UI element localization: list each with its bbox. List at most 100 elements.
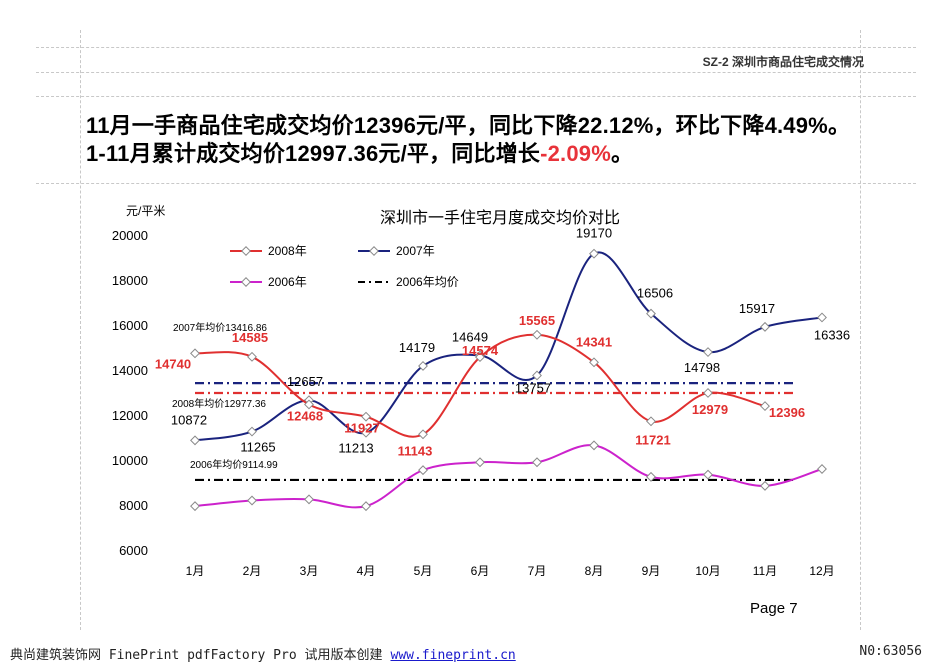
x-tick-label: 3月 xyxy=(300,564,319,578)
data-label-2007: 14798 xyxy=(684,360,720,375)
data-labels: 14740 14585 12468 11927 11143 14574 15565 14341… xyxy=(155,226,850,459)
data-point xyxy=(817,312,827,323)
data-point xyxy=(703,347,713,357)
data-point xyxy=(418,429,428,440)
data-point xyxy=(646,471,656,482)
right-margin-line xyxy=(860,30,861,630)
data-label-2007: 15917 xyxy=(739,301,775,316)
x-tick-label: 9月 xyxy=(642,564,661,578)
data-point xyxy=(361,411,371,422)
x-tick-label: 12月 xyxy=(809,564,834,578)
x-tick-label: 1月 xyxy=(186,564,205,578)
y-tick-label: 10000 xyxy=(112,453,148,468)
data-point xyxy=(532,329,542,340)
reference-line-label: 2007年均价13416.86 xyxy=(173,321,267,334)
headline-growth-rate: -2.09% xyxy=(540,141,611,166)
footer-text: 典尚建筑装饰网 FinePrint pdfFactory Pro 试用版本创建 w… xyxy=(10,644,516,663)
data-label-2007: 10872 xyxy=(171,412,207,427)
data-point xyxy=(304,494,314,505)
data-point xyxy=(475,457,485,468)
data-label-2007: 16506 xyxy=(637,286,673,301)
x-tick-label: 5月 xyxy=(414,564,433,578)
x-tick-label: 2月 xyxy=(243,564,262,578)
data-point xyxy=(646,308,656,319)
data-point xyxy=(646,416,656,427)
x-tick-label: 7月 xyxy=(528,564,547,578)
data-label-2008: 11143 xyxy=(398,443,433,458)
data-point xyxy=(190,348,200,359)
data-point xyxy=(703,469,713,480)
data-point xyxy=(190,501,200,512)
data-point xyxy=(418,361,428,371)
legend-marker xyxy=(241,277,251,287)
data-point xyxy=(532,457,542,468)
data-label-2008: 12396 xyxy=(769,405,805,420)
headline-line-2-text: 1-11月累计成交均价12997.36元/平，同比增长 xyxy=(86,141,541,166)
data-label-2008: 14574 xyxy=(462,343,499,358)
headline-line-1: 11月一手商品住宅成交均价12396元/平，同比下降22.12%，环比下降4.4… xyxy=(86,113,851,138)
data-label-2008: 14341 xyxy=(576,334,612,349)
data-point xyxy=(190,435,200,446)
y-tick-label: 20000 xyxy=(112,228,148,243)
legend-marker xyxy=(369,246,379,256)
page-number: Page 7 xyxy=(750,600,798,617)
top-rule-1 xyxy=(36,47,916,48)
data-label-2008: 12979 xyxy=(692,402,728,417)
footer-creator-text: 典尚建筑装饰网 FinePrint pdfFactory Pro 试用版本创建 xyxy=(10,648,383,663)
legend-label: 2006年均价 xyxy=(396,275,459,289)
data-label-2008: 11927 xyxy=(344,421,379,436)
y-tick-label: 14000 xyxy=(112,363,148,378)
data-label-2007: 13757 xyxy=(515,380,551,395)
legend-label: 2006年 xyxy=(268,275,307,289)
headline-rule xyxy=(36,183,916,184)
x-tick-label: 4月 xyxy=(357,564,376,578)
data-label-2008: 15565 xyxy=(519,313,555,328)
x-tick-label: 8月 xyxy=(585,564,604,578)
reference-lines: 2006年均价9114.99 2007年均价13416.86 2008年均价1297… xyxy=(172,321,797,482)
x-tick-label: 6月 xyxy=(471,564,490,578)
data-label-2008: 14740 xyxy=(155,356,191,371)
data-label-2007: 12657 xyxy=(287,374,323,389)
footer-id: N0:63056 xyxy=(859,644,922,659)
data-point xyxy=(760,321,770,332)
data-point xyxy=(418,465,428,476)
data-point xyxy=(589,248,599,259)
data-point xyxy=(760,401,770,412)
data-point xyxy=(247,426,257,437)
top-rule-3 xyxy=(36,96,916,97)
data-point xyxy=(361,427,371,438)
data-point xyxy=(304,399,314,410)
y-tick-label: 12000 xyxy=(112,408,148,423)
headline-line-2: 1-11月累计成交均价12997.36元/平，同比增长-2.09%。 xyxy=(86,136,633,168)
chart-axes: 深圳市一手住宅月度成交均价对比 元/平米 6000 8000 10000 12000 140… xyxy=(112,204,835,578)
left-margin-line xyxy=(80,30,81,630)
reference-line-label: 2006年均价9114.99 xyxy=(190,458,278,471)
headline-line-2-end: 。 xyxy=(611,141,634,166)
data-label-2007: 11213 xyxy=(338,441,373,456)
footer-link[interactable]: www.fineprint.cn xyxy=(390,648,516,663)
section-label: SZ-2 深圳市商品住宅成交情况 xyxy=(702,55,864,69)
chart-legend: 2008年 2007年 2006年 2006年均价 xyxy=(230,244,459,289)
data-point xyxy=(589,357,599,368)
data-label-2008: 11721 xyxy=(635,432,670,447)
data-label-2007: 16336 xyxy=(814,327,850,342)
y-tick-label: 18000 xyxy=(112,273,148,288)
series-line xyxy=(194,444,823,509)
data-point xyxy=(532,370,542,381)
data-label-2007: 14179 xyxy=(399,340,435,355)
data-point xyxy=(589,440,599,451)
x-tick-label: 11月 xyxy=(753,564,777,578)
data-point xyxy=(247,351,257,362)
legend-label: 2007年 xyxy=(396,244,435,258)
data-point xyxy=(760,480,770,491)
data-label-2007: 14649 xyxy=(452,329,488,344)
data-label-2007: 19170 xyxy=(576,226,612,241)
data-label-2007: 11265 xyxy=(240,440,275,455)
legend-label: 2008年 xyxy=(268,244,307,258)
x-tick-label: 10月 xyxy=(695,564,720,578)
y-tick-label: 8000 xyxy=(119,498,148,513)
data-label-2008: 14585 xyxy=(232,330,268,345)
price-line-chart: 深圳市一手住宅月度成交均价对比 元/平米 6000 8000 10000 12000 140… xyxy=(112,204,850,578)
reference-line-label: 2008年均价12977.36 xyxy=(172,397,266,410)
legend-marker xyxy=(241,246,251,256)
